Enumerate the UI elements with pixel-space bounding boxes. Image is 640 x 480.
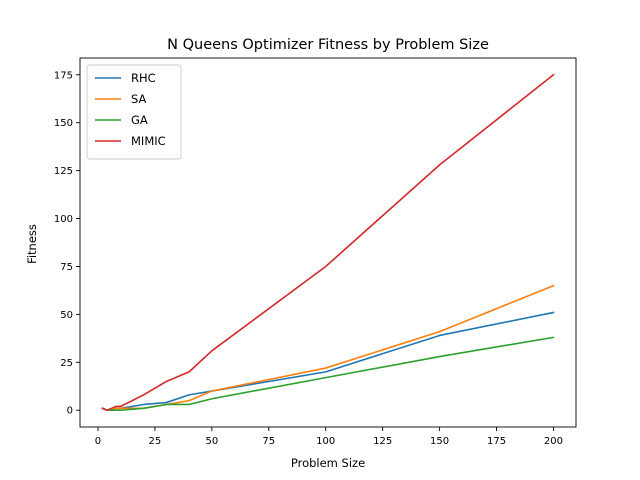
legend-label-sa: SA <box>131 92 147 106</box>
x-tick-label: 75 <box>262 436 275 447</box>
y-tick-label: 150 <box>54 118 73 129</box>
series-line-ga <box>101 336 555 412</box>
series-line-mimic <box>101 73 555 412</box>
plot-area <box>79 57 577 428</box>
legend-label-ga: GA <box>131 113 148 127</box>
x-axis-label: Problem Size <box>291 456 365 470</box>
legend-box <box>86 64 182 160</box>
y-tick-label: 75 <box>60 262 73 273</box>
y-axis: 0 25 50 75 100 125 150 175 <box>54 70 80 417</box>
legend-label-mimic: MIMIC <box>131 134 166 148</box>
chart-title: N Queens Optimizer Fitness by Problem Si… <box>167 37 489 53</box>
legend-label-rhc: RHC <box>131 71 156 85</box>
x-tick-label: 200 <box>544 436 563 447</box>
y-tick-label: 50 <box>60 310 73 321</box>
y-tick-label: 0 <box>67 406 73 417</box>
plot-frame <box>79 57 577 428</box>
x-tick-label: 0 <box>95 436 101 447</box>
legend: RHC SA GA MIMIC <box>86 64 182 160</box>
x-tick-label: 150 <box>430 436 449 447</box>
x-tick-label: 25 <box>149 436 162 447</box>
x-tick-label: 125 <box>373 436 392 447</box>
y-axis-label: Fitness <box>25 224 39 264</box>
x-axis: 0 25 50 75 100 125 150 175 200 <box>95 427 563 447</box>
x-tick-label: 50 <box>205 436 218 447</box>
y-tick-label: 25 <box>60 358 73 369</box>
y-tick-label: 125 <box>54 166 73 177</box>
x-tick-label: 175 <box>487 436 506 447</box>
y-tick-label: 175 <box>54 70 73 81</box>
y-tick-label: 100 <box>54 214 73 225</box>
x-tick-label: 100 <box>316 436 335 447</box>
